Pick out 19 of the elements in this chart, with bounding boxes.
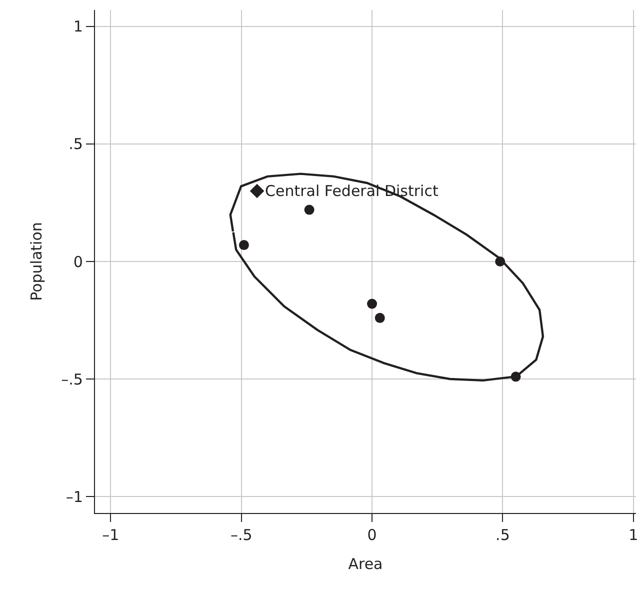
point bbox=[304, 204, 314, 215]
x-tick-label: .5 bbox=[496, 526, 510, 544]
point bbox=[367, 298, 378, 309]
point bbox=[374, 312, 385, 323]
y-tick-label: 1 bbox=[73, 18, 83, 36]
x-tick-label: 1 bbox=[628, 526, 638, 544]
x-tick-label: –.5 bbox=[230, 526, 252, 544]
x-tick-label: 0 bbox=[367, 526, 377, 544]
line-series bbox=[229, 172, 544, 382]
y-axis-title: Population bbox=[27, 222, 46, 301]
y-tick-label: –.5 bbox=[61, 370, 83, 388]
y-tick-label: 0 bbox=[73, 252, 83, 271]
x-tick-label: –1 bbox=[102, 526, 120, 544]
y-tick-label: –1 bbox=[66, 488, 83, 506]
point bbox=[250, 184, 264, 198]
point bbox=[238, 240, 249, 250]
annotation: Central Federal District bbox=[265, 182, 438, 200]
x-axis-title: Area bbox=[348, 555, 383, 574]
y-tick-label: .5 bbox=[68, 135, 83, 154]
